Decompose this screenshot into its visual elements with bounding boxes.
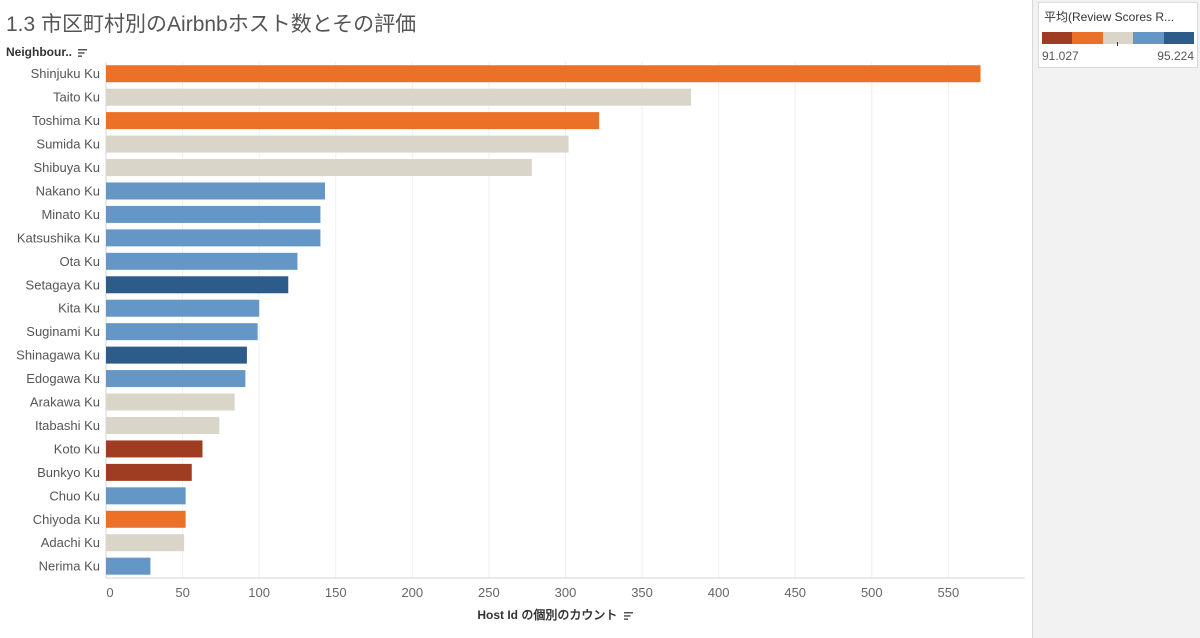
bars <box>106 65 981 575</box>
category-label: Nerima Ku <box>39 559 100 574</box>
category-label: Kita Ku <box>58 301 100 316</box>
category-label: Suginami Ku <box>26 324 100 339</box>
x-tick-label: 350 <box>631 585 653 600</box>
bar-ota-ku[interactable] <box>106 252 298 270</box>
bar-setagaya-ku[interactable] <box>106 276 289 294</box>
chart-title: 1.3 市区町村別のAirbnbホスト数とその評価 <box>6 13 417 36</box>
x-tick-label: 150 <box>325 585 347 600</box>
legend-title: 平均(Review Scores R... <box>1044 10 1175 24</box>
category-label: Shibuya Ku <box>34 160 101 175</box>
x-tick-label: 300 <box>555 585 577 600</box>
bar-nerima-ku[interactable] <box>106 557 151 575</box>
category-label: Chiyoda Ku <box>33 512 100 527</box>
x-tick-label: 250 <box>478 585 500 600</box>
category-labels: Shinjuku Ku Taito Ku Toshima Ku Sumida Ku Sh… <box>16 66 100 573</box>
category-label: Shinagawa Ku <box>16 348 100 363</box>
category-label: Shinjuku Ku <box>31 66 100 81</box>
bar-itabashi-ku[interactable] <box>106 416 220 434</box>
x-axis-title-label: Host Id の個別のカウント <box>477 608 618 622</box>
legend-color-ramp <box>1042 32 1195 44</box>
category-label: Sumida Ku <box>36 137 100 152</box>
bar-shibuya-ku[interactable] <box>106 159 532 177</box>
legend-swatch-1 <box>1072 32 1103 44</box>
category-label: Minato Ku <box>41 207 100 222</box>
bar-koto-ku[interactable] <box>106 440 203 458</box>
bar-edogawa-ku[interactable] <box>106 370 246 388</box>
legend-midpoint-marker <box>1117 42 1118 46</box>
bar-shinjuku-ku[interactable] <box>106 65 981 83</box>
x-tick-label: 0 <box>106 585 113 600</box>
legend-swatch-4 <box>1163 32 1195 44</box>
x-tick-label: 500 <box>861 585 883 600</box>
legend-swatch-3 <box>1133 32 1164 44</box>
bar-shinagawa-ku[interactable] <box>106 346 247 364</box>
x-tick-label: 100 <box>248 585 270 600</box>
category-label: Toshima Ku <box>32 113 100 128</box>
x-tick-label: 450 <box>784 585 806 600</box>
bar-chuo-ku[interactable] <box>106 487 186 505</box>
legend-min-value: 91.027 <box>1042 49 1079 63</box>
legend-max-value: 95.224 <box>1157 49 1194 63</box>
category-label: Arakawa Ku <box>30 395 100 410</box>
x-axis-title[interactable]: Host Id の個別のカウント <box>440 606 670 623</box>
x-tick-label: 550 <box>938 585 960 600</box>
bar-kita-ku[interactable] <box>106 299 260 317</box>
sort-icon[interactable] <box>78 48 88 57</box>
bar-suginami-ku[interactable] <box>106 323 258 341</box>
legend-swatch-2 <box>1102 32 1134 44</box>
category-label: Chuo Ku <box>49 488 100 503</box>
x-tick-label: 50 <box>175 585 189 600</box>
bar-toshima-ku[interactable] <box>106 112 600 130</box>
category-label: Bunkyo Ku <box>37 465 100 480</box>
legend-swatch-0 <box>1042 32 1073 44</box>
category-label: Nakano Ku <box>36 183 100 198</box>
category-label: Ota Ku <box>60 254 100 269</box>
x-tick-label: 200 <box>401 585 423 600</box>
bar-taito-ku[interactable] <box>106 88 692 106</box>
category-label: Edogawa Ku <box>26 371 100 386</box>
category-label: Adachi Ku <box>41 535 100 550</box>
sort-icon[interactable] <box>623 611 633 620</box>
bar-katsushika-ku[interactable] <box>106 229 321 247</box>
bar-chart: Shinjuku Ku Taito Ku Toshima Ku Sumida Ku Sh… <box>16 62 1025 600</box>
color-legend[interactable]: 平均(Review Scores R... 91.027 95.224 <box>1038 2 1198 68</box>
x-tick-labels: 0 50 100 150 200 250 300 350 400 450 500 550 <box>106 585 959 600</box>
dimension-header[interactable]: Neighbour.. <box>6 45 88 59</box>
side-panel <box>1032 0 1200 638</box>
category-label: Koto Ku <box>54 441 100 456</box>
category-label: Setagaya Ku <box>26 277 100 292</box>
bar-chiyoda-ku[interactable] <box>106 510 186 528</box>
bar-minato-ku[interactable] <box>106 205 321 223</box>
bar-sumida-ku[interactable] <box>106 135 569 153</box>
bar-arakawa-ku[interactable] <box>106 393 235 411</box>
category-label: Katsushika Ku <box>17 230 100 245</box>
dimension-header-label: Neighbour.. <box>6 45 72 59</box>
bar-nakano-ku[interactable] <box>106 182 326 200</box>
x-tick-label: 400 <box>708 585 730 600</box>
bar-bunkyo-ku[interactable] <box>106 463 192 481</box>
category-label: Taito Ku <box>53 90 100 105</box>
category-label: Itabashi Ku <box>35 418 100 433</box>
bar-adachi-ku[interactable] <box>106 534 185 552</box>
